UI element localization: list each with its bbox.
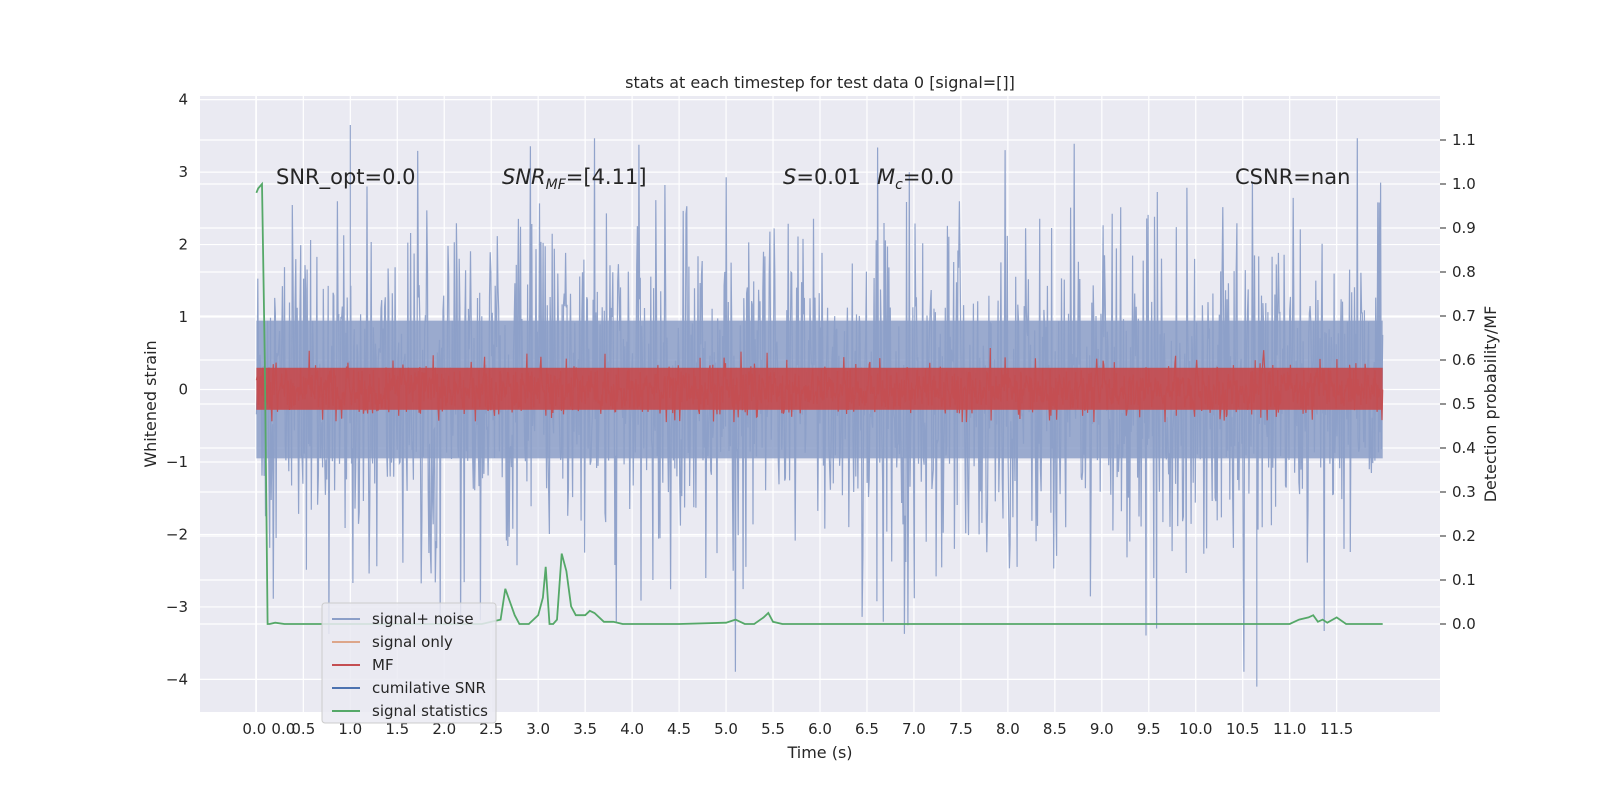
- y2-tick-label: 1.0: [1452, 175, 1476, 193]
- x-axis-label: Time (s): [786, 743, 852, 762]
- y2-tick-label: 0.4: [1452, 439, 1476, 457]
- x-tick-label: 11.0: [1273, 720, 1306, 738]
- legend-label: MF: [372, 656, 394, 674]
- x-tick-label: 3.5: [573, 720, 597, 738]
- x-tick-label: 1.5: [385, 720, 409, 738]
- x-tick-label: 8.5: [1043, 720, 1067, 738]
- y-tick-label: −2: [166, 525, 188, 543]
- x-tick-label: 5.5: [761, 720, 785, 738]
- y-tick-label: −4: [166, 670, 188, 688]
- legend-label: signal only: [372, 633, 453, 651]
- x-tick-label: 4.0: [620, 720, 644, 738]
- y2-tick-label: 0.5: [1452, 395, 1476, 413]
- annotation-csnr: CSNR=nan: [1235, 165, 1350, 189]
- x-tick-label: 0.0: [242, 720, 266, 738]
- x-tick-label: 10.5: [1226, 720, 1259, 738]
- y-tick-label: 4: [178, 91, 188, 109]
- x-tick-label: 6.5: [855, 720, 879, 738]
- y2-tick-label: 0.2: [1452, 527, 1476, 545]
- x-tick-label: 4.5: [667, 720, 691, 738]
- annotation-snr-mf: SNRMF=[4.11]: [502, 165, 647, 193]
- x-tick-label: 0.0: [271, 720, 295, 738]
- series-line-mf: [255, 347, 1384, 423]
- x-tick-label: 2.0: [432, 720, 456, 738]
- x-tick-label: 9.0: [1090, 720, 1114, 738]
- legend-box: [321, 602, 497, 724]
- annotation-snr-opt: SNR_opt=0.0: [276, 165, 416, 190]
- x-tick-label: 7.5: [949, 720, 973, 738]
- y-axis-label: Whitened strain: [141, 340, 160, 467]
- x-tick-label: 8.0: [996, 720, 1020, 738]
- y-tick-label: −1: [166, 453, 188, 471]
- legend-label: signal statistics: [372, 702, 488, 720]
- x-tick-label: 11.5: [1320, 720, 1353, 738]
- legend-label: cumilative SNR: [372, 679, 486, 697]
- chart-title: stats at each timestep for test data 0 […: [625, 73, 1015, 92]
- y2-tick-label: 0.7: [1452, 307, 1476, 325]
- series-layer: [255, 125, 1384, 687]
- y-axis-right: 0.0 0.1 0.2 0.3 0.4 0.5 0.6 0.7 0.8 0.9 1.0 1.1: [1440, 131, 1476, 633]
- x-tick-label: 6.0: [808, 720, 832, 738]
- x-tick-label: 5.0: [714, 720, 738, 738]
- x-tick-label: 3.0: [526, 720, 550, 738]
- x-tick-label: 10.0: [1179, 720, 1212, 738]
- y-tick-label: 3: [178, 163, 188, 181]
- legend-label: signal+ noise: [372, 610, 474, 628]
- y-axis-left: −4 −3 −2 −1 0 1 2 3 4: [166, 91, 188, 689]
- annotations: SNR_opt=0.0 SNRMF=[4.11] S=0.01 Mc=0.0 C…: [276, 165, 1350, 193]
- y2-tick-label: 0.8: [1452, 263, 1476, 281]
- annotation-s-stat: S=0.01: [783, 165, 861, 189]
- y2-tick-label: 0.3: [1452, 483, 1476, 501]
- y-tick-label: −3: [166, 598, 188, 616]
- y2-tick-label: 0.6: [1452, 351, 1476, 369]
- y-tick-label: 0: [178, 381, 188, 399]
- y2-tick-label: 0.0: [1452, 615, 1476, 633]
- y-tick-label: 2: [178, 236, 188, 254]
- y2-tick-label: 0.1: [1452, 571, 1476, 589]
- y2-tick-label: 1.1: [1452, 131, 1476, 149]
- x-tick-label: 1.0: [338, 720, 362, 738]
- y2-tick-label: 0.9: [1452, 219, 1476, 237]
- y2-axis-label: Detection probability/MF: [1481, 306, 1500, 503]
- x-tick-label: 0.5: [291, 720, 315, 738]
- x-tick-label: 9.5: [1137, 720, 1161, 738]
- legend: signal+ noise signal only MF cumilative SNR…: [321, 602, 497, 724]
- x-axis: 0.0 0.00.5 1.0 1.5 2.0 2.5 3.0 3.5 4.0 4.5 5.0 5.5 6…: [242, 720, 1353, 738]
- y-tick-label: 1: [178, 308, 188, 326]
- annotation-mc-stat: Mc=0.0: [877, 165, 954, 193]
- x-tick-label: 2.5: [479, 720, 503, 738]
- x-tick-label: 7.0: [902, 720, 926, 738]
